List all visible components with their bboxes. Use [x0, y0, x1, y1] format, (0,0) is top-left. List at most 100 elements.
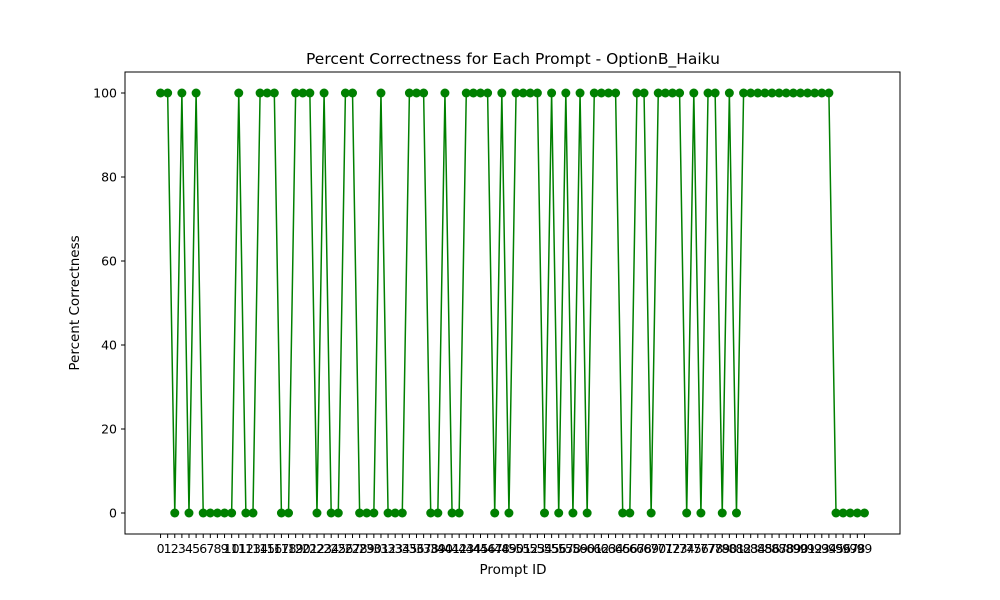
x-tick-label: 18 [281, 541, 297, 556]
data-point [397, 508, 407, 518]
x-tick-label: 3 [178, 541, 186, 556]
x-tick-label: 9 [221, 541, 229, 556]
x-tick-label: 41 [444, 541, 460, 556]
data-point [724, 88, 734, 98]
x-tick-label: 63 [601, 541, 617, 556]
x-tick-label: 83 [743, 541, 759, 556]
data-point [511, 88, 521, 98]
data-point [198, 508, 208, 518]
chart-title: Percent Correctness for Each Prompt - Op… [306, 50, 720, 69]
data-point [589, 88, 599, 98]
y-tick-label: 40 [101, 338, 117, 353]
x-tick-label: 62 [593, 541, 609, 556]
data-point [710, 88, 720, 98]
x-tick-label: 8 [213, 541, 221, 556]
data-point [220, 508, 230, 518]
plot-area [124, 71, 901, 535]
x-tick-label: 70 [650, 541, 666, 556]
series-line [160, 92, 865, 514]
x-tick-label: 47 [487, 541, 503, 556]
data-point [376, 88, 386, 98]
data-point [632, 88, 642, 98]
x-tick-label: 87 [771, 541, 787, 556]
x-tick-label: 95 [828, 541, 844, 556]
data-point [298, 88, 308, 98]
data-point [788, 88, 798, 98]
x-tick-label: 25 [330, 541, 346, 556]
data-point [625, 508, 635, 518]
x-tick-label: 28 [352, 541, 368, 556]
data-point [276, 508, 286, 518]
x-tick-label: 34 [394, 541, 410, 556]
data-point [284, 508, 294, 518]
data-point [340, 88, 350, 98]
x-tick-label: 54 [537, 541, 553, 556]
x-tick-label: 75 [686, 541, 702, 556]
x-tick-label: 22 [309, 541, 325, 556]
data-point [675, 88, 685, 98]
y-axis-label: Percent Correctness [67, 235, 83, 370]
x-tick-label: 24 [323, 541, 339, 556]
x-axis-label: Prompt ID [479, 562, 546, 578]
y-tick-label: 80 [101, 170, 117, 185]
data-point [852, 508, 862, 518]
x-tick-label: 61 [586, 541, 602, 556]
data-point [355, 508, 365, 518]
data-point [191, 88, 201, 98]
data-point [483, 88, 493, 98]
data-point [348, 88, 358, 98]
x-tick-label: 71 [657, 541, 673, 556]
x-tick-label: 35 [401, 541, 417, 556]
series-layer [156, 88, 869, 518]
x-tick-label: 92 [807, 541, 823, 556]
data-point [163, 88, 173, 98]
data-point [255, 88, 265, 98]
data-point [326, 508, 336, 518]
x-tick-label: 48 [494, 541, 510, 556]
data-point [234, 88, 244, 98]
x-tick-label: 51 [515, 541, 531, 556]
x-tick-label: 6 [199, 541, 207, 556]
data-point [532, 88, 542, 98]
x-tick-label: 79 [714, 541, 730, 556]
data-point [795, 88, 805, 98]
x-tick-label: 81 [729, 541, 745, 556]
x-tick-label: 38 [423, 541, 439, 556]
x-tick-label: 76 [693, 541, 709, 556]
x-tick-label: 43 [458, 541, 474, 556]
data-point [426, 508, 436, 518]
data-point [184, 508, 194, 518]
x-tick-label: 57 [558, 541, 574, 556]
x-tick-label: 36 [409, 541, 425, 556]
x-tick-label: 69 [643, 541, 659, 556]
data-point [582, 508, 592, 518]
x-tick-label: 2 [171, 541, 179, 556]
x-tick-label: 53 [529, 541, 545, 556]
data-point [177, 88, 187, 98]
data-point [362, 508, 372, 518]
x-tick-label: 77 [700, 541, 716, 556]
x-tick-label: 50 [508, 541, 524, 556]
data-point [419, 88, 429, 98]
x-tick-label: 89 [785, 541, 801, 556]
x-axis-ticks: 0 1 2 3 4 5 6 7 8 9101112131415161718192021222324… [157, 534, 872, 556]
data-point [205, 508, 215, 518]
data-point [618, 508, 628, 518]
x-tick-label: 20 [295, 541, 311, 556]
data-point [312, 508, 322, 518]
y-axis-ticks: 0 20 40 60 80 100 [93, 86, 125, 521]
data-point [525, 88, 535, 98]
data-point [667, 88, 677, 98]
data-point [490, 508, 500, 518]
data-point [682, 508, 692, 518]
data-point [383, 508, 393, 518]
x-tick-label: 49 [501, 541, 517, 556]
x-tick-label: 45 [473, 541, 489, 556]
y-tick-label: 0 [109, 506, 117, 521]
x-tick-label: 67 [629, 541, 645, 556]
data-point [504, 508, 514, 518]
x-tick-label: 59 [572, 541, 588, 556]
data-point [497, 88, 507, 98]
y-tick-label: 60 [101, 254, 117, 269]
